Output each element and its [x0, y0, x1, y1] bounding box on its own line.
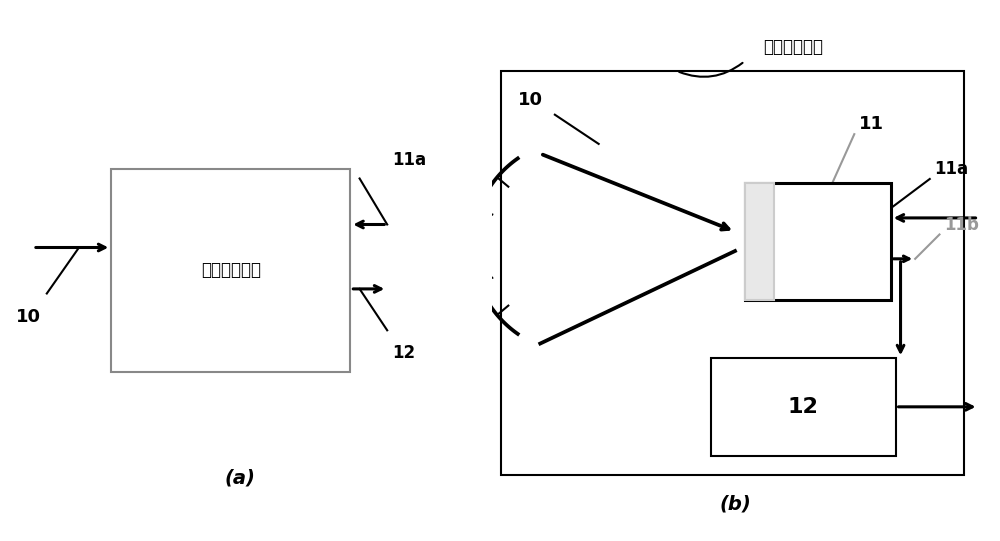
Text: 10: 10: [16, 307, 41, 326]
Text: 光源记录单元: 光源记录单元: [763, 37, 823, 56]
Text: 光源记录单元: 光源记录单元: [201, 261, 261, 280]
Text: 10: 10: [518, 91, 543, 109]
Text: 11: 11: [859, 115, 884, 134]
Text: 11a: 11a: [935, 160, 969, 178]
Bar: [745, 183, 891, 300]
Text: (b): (b): [719, 494, 751, 514]
Text: 12: 12: [392, 344, 415, 362]
Bar: [501, 71, 964, 475]
Bar: [111, 169, 350, 372]
Bar: [711, 358, 896, 456]
Text: (a): (a): [225, 468, 255, 487]
Text: 11b: 11b: [944, 216, 979, 234]
Text: 12: 12: [788, 397, 819, 417]
Text: 11a: 11a: [392, 151, 426, 169]
Bar: [745, 183, 774, 300]
